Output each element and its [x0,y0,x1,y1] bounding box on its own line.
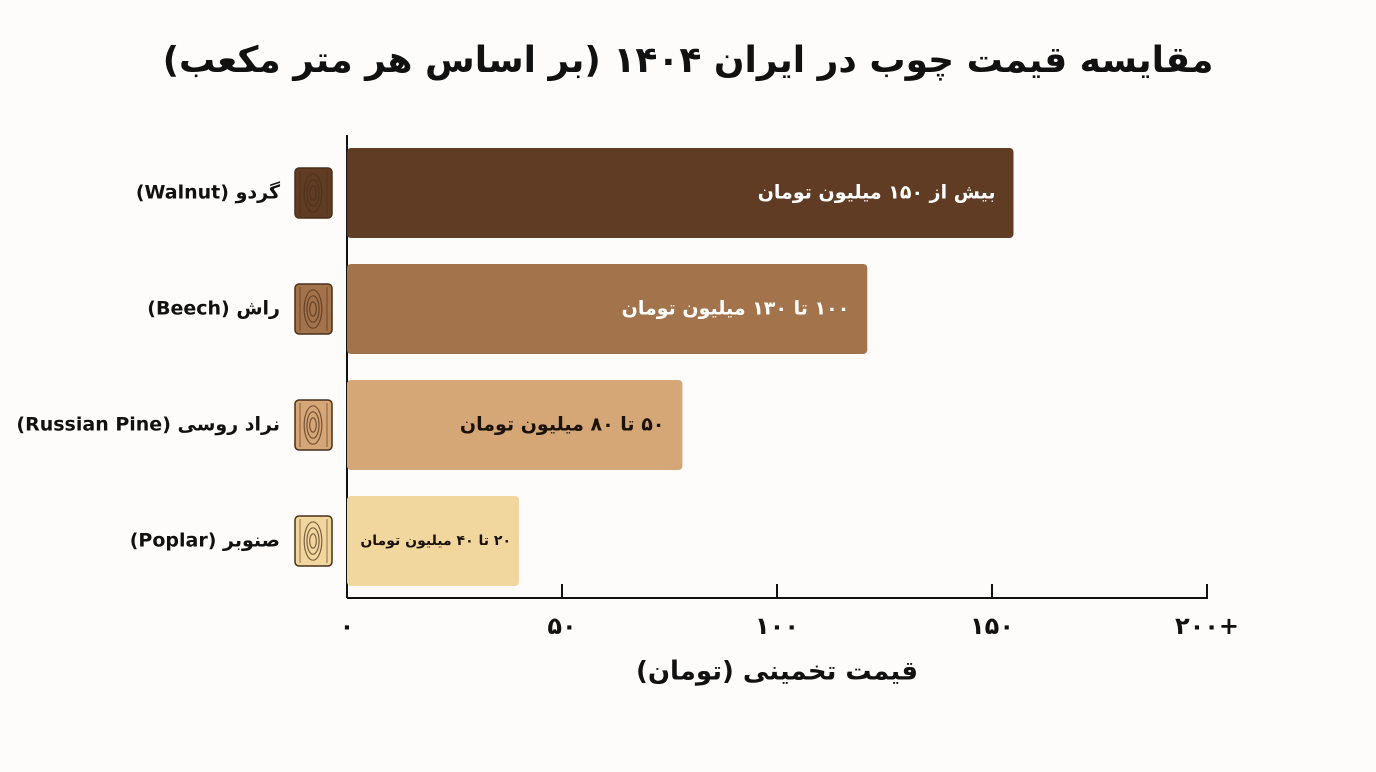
wood-icon-ring [309,301,317,317]
wood-icon-ring [303,405,323,445]
x-tick-label: ۰ [340,612,355,640]
bar-value-label: ۱۰۰ تا ۱۳۰ میلیون تومان [622,298,850,320]
wood-icon-ring [306,527,320,555]
bar-value-label: بیش از ۱۵۰ میلیون تومان [758,182,996,204]
bar-value-label: ۵۰ تا ۸۰ میلیون تومان [460,414,664,436]
bar [347,380,683,470]
y-tick-label: گردو (Walnut) [136,181,281,204]
wood-icon-body [294,167,333,219]
wood-icon-ring [309,185,317,201]
wood-icon-ring [306,411,320,439]
x-axis-label: قیمت تخمینی (تومان) [636,657,918,687]
wood-icon [294,399,333,451]
x-tick-label: ۱۵۰ [970,612,1014,640]
bar-value-label: ۲۰ تا ۴۰ میلیون تومان [360,533,511,549]
wood-icon-body [294,399,333,451]
bar [347,148,1014,238]
x-tick-label: ۵۰ [547,612,576,640]
wood-icon [294,515,333,567]
y-tick-label: راش (Beech) [147,298,280,320]
x-tick-label: ۱۰۰ [755,612,799,640]
bar [347,264,868,354]
y-tick-label: نراد روسی (Russian Pine) [16,414,280,436]
wood-icon-ring [303,289,323,329]
wood-icon-body [294,515,333,567]
wood-icon [294,167,333,219]
wood-icon [294,283,333,335]
wood-icon-body [294,283,333,335]
wood-icon-ring [303,521,323,561]
chart-title: مقایسه قیمت چوب در ایران ۱۴۰۴ (بر اساس ه… [163,40,1214,81]
wood-icon-ring [303,173,323,213]
wood-icon-ring [306,179,320,207]
wood-icon-ring [306,295,320,323]
bar [347,496,519,586]
x-tick-label: ۲۰۰+ [1175,612,1239,640]
wood-icon-ring [309,417,317,433]
wood-icon-ring [309,533,317,549]
y-tick-label: صنوبر (Poplar) [130,530,280,552]
